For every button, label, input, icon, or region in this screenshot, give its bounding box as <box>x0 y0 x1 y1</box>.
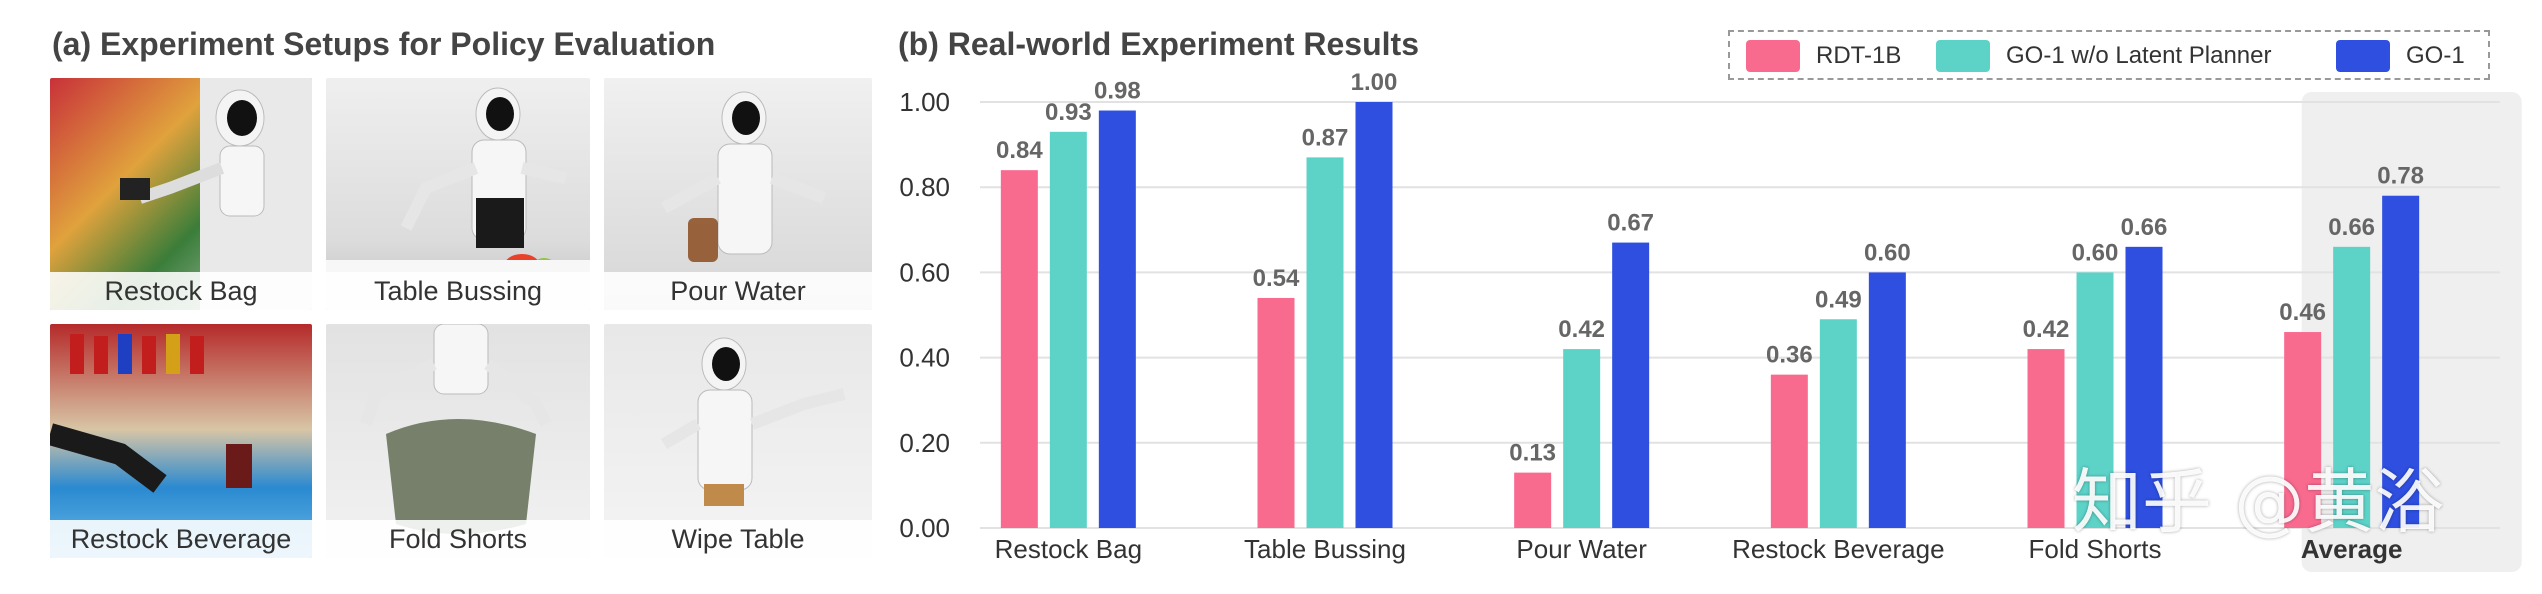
y-tick-label: 0.80 <box>899 172 950 202</box>
legend-swatch <box>1746 40 1800 72</box>
bar-go-1-w-o-latent-planner <box>2333 246 2371 528</box>
bar-go-1-w-o-latent-planner <box>1049 131 1087 528</box>
photo-fold-shorts: Fold Shorts <box>326 324 590 558</box>
bar-rdt-1b <box>1000 170 1038 528</box>
bar-go-1 <box>2125 246 2163 528</box>
y-tick-label: 0.40 <box>899 343 950 373</box>
bar-value-label: 0.49 <box>1815 286 1862 313</box>
x-tick-label: Fold Shorts <box>2029 534 2162 564</box>
y-tick-label: 0.60 <box>899 257 950 287</box>
x-tick-label: Average <box>2301 534 2403 564</box>
bar-go-1-w-o-latent-planner <box>2076 272 2114 528</box>
photo-caption: Wipe Table <box>604 520 872 558</box>
photo-pour-water: Pour Water <box>604 78 872 310</box>
chart-legend: RDT-1B GO-1 w/o Latent Planner GO-1 <box>1728 30 2490 80</box>
bar-value-label: 0.46 <box>2279 299 2326 326</box>
photo-caption: Table Bussing <box>326 272 590 310</box>
photo-restock-beverage: Restock Beverage <box>50 324 312 558</box>
photo-caption: Fold Shorts <box>326 520 590 558</box>
bar-go-1 <box>2382 195 2420 528</box>
experiment-photo-grid: Restock Bag Table Bussing Pour Water <box>50 78 872 558</box>
photo-caption: Restock Bag <box>50 272 312 310</box>
bar-value-label: 0.54 <box>1253 265 1300 292</box>
bar-go-1-w-o-latent-planner <box>1819 319 1857 528</box>
bar-rdt-1b <box>2027 349 2065 528</box>
x-tick-label: Pour Water <box>1516 534 1647 564</box>
bar-go-1 <box>1612 242 1650 528</box>
bar-value-label: 1.00 <box>1351 69 1398 96</box>
bar-value-label: 0.42 <box>2023 316 2070 343</box>
x-tick-label: Restock Bag <box>995 534 1142 564</box>
robot-illustration <box>50 334 252 493</box>
legend-label: RDT-1B <box>1816 42 1902 69</box>
bar-value-label: 0.67 <box>1607 210 1654 237</box>
bar-rdt-1b <box>1770 374 1808 528</box>
robot-illustration <box>120 78 312 310</box>
bar-value-label: 0.66 <box>2328 214 2375 241</box>
robot-illustration <box>360 324 552 534</box>
x-tick-label: Restock Beverage <box>1732 534 1944 564</box>
legend-label: GO-1 w/o Latent Planner <box>2006 42 2272 69</box>
bar-value-label: 0.42 <box>1558 316 1605 343</box>
bar-value-label: 0.84 <box>996 137 1043 164</box>
y-tick-label: 0.20 <box>899 428 950 458</box>
photo-caption: Restock Beverage <box>50 520 312 558</box>
bar-go-1-w-o-latent-planner <box>1306 157 1344 528</box>
bar-rdt-1b <box>2284 332 2322 528</box>
bar-value-label: 0.60 <box>2072 239 2119 266</box>
y-tick-label: 1.00 <box>899 87 950 117</box>
robot-illustration <box>661 91 827 262</box>
bar-value-label: 0.36 <box>1766 342 1813 369</box>
bar-value-label: 0.13 <box>1509 440 1556 467</box>
bar-go-1 <box>1355 102 1393 528</box>
photo-table-bussing: Table Bussing <box>326 78 590 310</box>
bar-value-label: 0.78 <box>2377 163 2424 190</box>
y-tick-label: 0.00 <box>899 513 950 543</box>
legend-label: GO-1 <box>2406 42 2465 69</box>
bar-go-1 <box>1868 272 1906 528</box>
robot-illustration <box>660 337 846 506</box>
photo-restock-bag: Restock Bag <box>50 78 312 310</box>
bar-value-label: 0.87 <box>1302 124 1349 151</box>
photo-caption: Pour Water <box>604 272 872 310</box>
legend-swatch <box>1936 40 1990 72</box>
legend-swatch <box>2336 40 2390 72</box>
x-tick-label: Table Bussing <box>1244 534 1406 564</box>
bar-go-1 <box>1098 110 1136 529</box>
bar-rdt-1b <box>1514 472 1552 528</box>
panel-a-title: (a) Experiment Setups for Policy Evaluat… <box>52 26 716 62</box>
bar-value-label: 0.98 <box>1094 78 1141 105</box>
bar-value-label: 0.60 <box>1864 239 1911 266</box>
bar-value-label: 0.66 <box>2121 214 2168 241</box>
watermark: 知乎 @黄浴 <box>2072 461 2445 543</box>
bar-rdt-1b <box>1257 297 1295 528</box>
bar-value-label: 0.93 <box>1045 99 1092 126</box>
panel-b-title: (b) Real-world Experiment Results <box>898 26 1419 62</box>
photo-wipe-table: Wipe Table <box>604 324 872 558</box>
bar-go-1-w-o-latent-planner <box>1563 349 1601 528</box>
